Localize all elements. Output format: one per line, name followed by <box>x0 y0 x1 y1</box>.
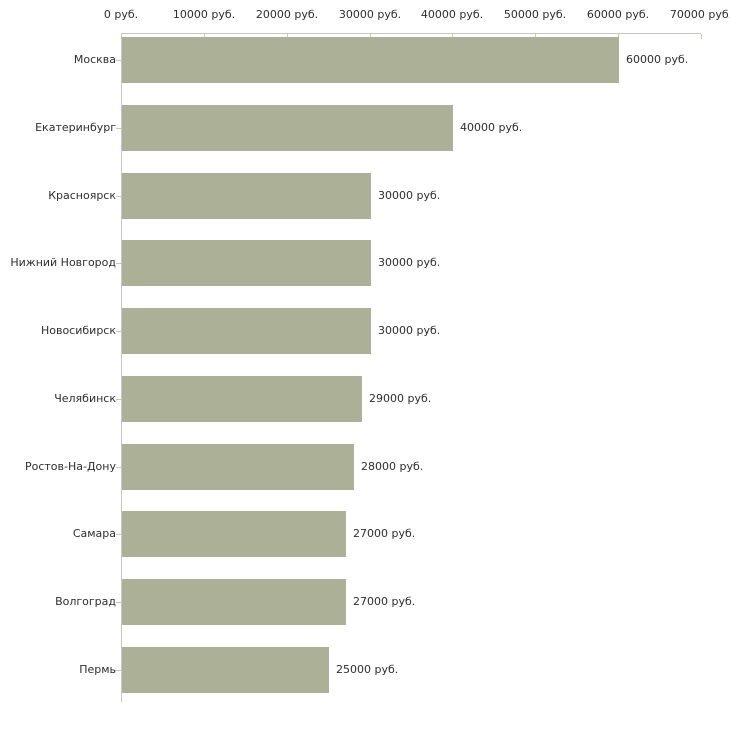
category-tick <box>116 670 121 671</box>
bar <box>122 511 346 557</box>
x-axis-tick-label: 40000 руб. <box>420 8 484 21</box>
category-label: Ростов-На-Дону <box>24 460 116 473</box>
category-label: Нижний Новгород <box>10 256 116 269</box>
category-tick <box>116 467 121 468</box>
category-tick <box>116 263 121 264</box>
bar <box>122 37 619 83</box>
category-label: Екатеринбург <box>35 121 116 134</box>
x-axis-tick <box>287 34 288 39</box>
bar <box>122 647 329 693</box>
value-label: 60000 руб. <box>626 53 689 66</box>
bar <box>122 105 453 151</box>
bar <box>122 444 354 490</box>
value-label: 27000 руб. <box>353 595 416 608</box>
category-tick <box>116 60 121 61</box>
category-tick <box>116 331 121 332</box>
value-label: 40000 руб. <box>460 121 523 134</box>
bar <box>122 579 346 625</box>
x-axis-tick <box>370 34 371 39</box>
value-label: 30000 руб. <box>378 256 441 269</box>
value-label: 27000 руб. <box>353 527 416 540</box>
bar <box>122 240 371 286</box>
category-tick <box>116 196 121 197</box>
x-axis-tick <box>701 34 702 39</box>
x-axis-tick-label: 70000 руб. <box>669 8 730 21</box>
x-axis-tick-label: 20000 руб. <box>255 8 319 21</box>
category-label: Пермь <box>79 663 116 676</box>
x-axis-line <box>121 33 701 34</box>
category-label: Москва <box>73 53 116 66</box>
category-label: Самара <box>72 527 116 540</box>
value-label: 28000 руб. <box>361 460 424 473</box>
x-axis-tick <box>452 34 453 39</box>
x-axis-tick <box>618 34 619 39</box>
bar <box>122 173 371 219</box>
x-axis-tick-label: 50000 руб. <box>503 8 567 21</box>
value-label: 29000 руб. <box>369 392 432 405</box>
x-axis-tick-label: 10000 руб. <box>172 8 236 21</box>
category-tick <box>116 399 121 400</box>
category-tick <box>116 602 121 603</box>
bar <box>122 308 371 354</box>
category-label: Красноярск <box>48 189 116 202</box>
category-label: Новосибирск <box>40 324 116 337</box>
value-label: 25000 руб. <box>336 663 399 676</box>
x-axis-tick <box>535 34 536 39</box>
x-axis-tick-label: 60000 руб. <box>586 8 650 21</box>
category-label: Челябинск <box>54 392 116 405</box>
category-tick <box>116 128 121 129</box>
category-label: Волгоград <box>55 595 116 608</box>
y-axis-line <box>121 33 122 702</box>
x-axis-tick <box>204 34 205 39</box>
category-tick <box>116 534 121 535</box>
bar <box>122 376 362 422</box>
value-label: 30000 руб. <box>378 189 441 202</box>
value-label: 30000 руб. <box>378 324 441 337</box>
x-axis-tick-label: 0 руб. <box>103 8 139 21</box>
x-axis-tick-label: 30000 руб. <box>338 8 402 21</box>
x-axis-tick <box>121 34 122 39</box>
